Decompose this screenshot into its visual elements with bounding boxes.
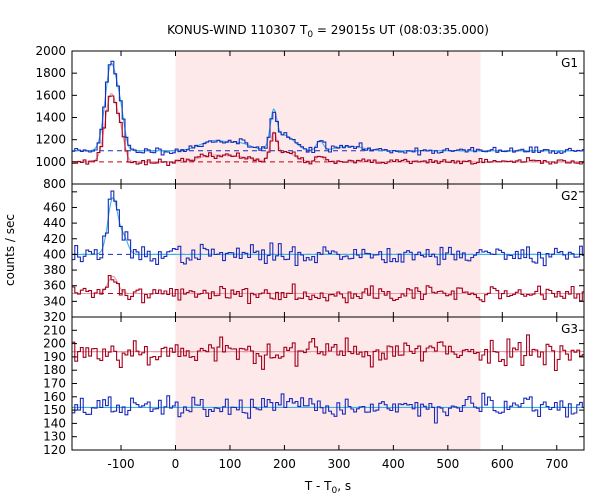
y-tick-label: 360 xyxy=(43,279,66,293)
y-tick-label: 1400 xyxy=(35,111,66,125)
panel-g1: 800 1000 1200 1400 1600 1800 2000 G1 xyxy=(35,44,585,191)
x-tick-label: 100 xyxy=(219,457,242,471)
light-curve-red xyxy=(72,334,584,372)
y-tick-label: 340 xyxy=(43,294,66,308)
y-tick-label: 190 xyxy=(43,350,66,364)
y-tick-label: 380 xyxy=(43,263,66,277)
x-tick-label: 700 xyxy=(545,457,568,471)
light-curve-red xyxy=(72,275,584,305)
x-axis-label-main: T - T xyxy=(304,479,332,493)
x-tick-label: -100 xyxy=(107,457,134,471)
y-tick-label: 170 xyxy=(43,377,66,391)
y-tick-label: 800 xyxy=(43,177,66,191)
x-tick-label: 300 xyxy=(327,457,350,471)
x-tick-label: 400 xyxy=(382,457,405,471)
chart-title-rest: = 29015s UT (08:03:35.000) xyxy=(313,23,489,37)
x-axis-label-rest: , s xyxy=(337,479,351,493)
y-axis-label: counts / sec xyxy=(3,214,17,286)
chart-title-main: KONUS-WIND 110307 T xyxy=(167,23,308,37)
panel-label: G1 xyxy=(561,56,578,70)
chart-title-sub: 0 xyxy=(307,30,313,40)
y-tick-label: 400 xyxy=(43,247,66,261)
y-tick-label: 1200 xyxy=(35,133,66,147)
light-curve-red xyxy=(72,95,584,166)
light-curve-blue xyxy=(72,392,584,424)
panel-label: G2 xyxy=(561,189,578,203)
y-tick-label: 130 xyxy=(43,430,66,444)
x-tick-label: 0 xyxy=(172,457,180,471)
y-tick-label: 1800 xyxy=(35,66,66,80)
y-tick-label: 120 xyxy=(43,443,66,457)
x-tick-label: 600 xyxy=(491,457,514,471)
chart-title: KONUS-WIND 110307 T0 = 29015s UT (08:03:… xyxy=(167,23,489,40)
y-tick-label: 140 xyxy=(43,416,66,430)
x-axis-label: T - T0, s xyxy=(304,479,351,496)
y-tick-label: 460 xyxy=(43,200,66,214)
y-tick-label: 320 xyxy=(43,310,66,324)
series-group xyxy=(72,190,584,305)
plot-area: 800100012001400160018002000G132034036038… xyxy=(35,44,585,471)
model-curve-blue xyxy=(72,196,584,255)
y-tick-label: 210 xyxy=(43,323,66,337)
x-axis-label-sub: 0 xyxy=(332,486,338,496)
panel-label: G3 xyxy=(561,322,578,336)
series-group xyxy=(72,334,584,424)
x-tick-label: 500 xyxy=(436,457,459,471)
y-tick-label: 420 xyxy=(43,232,66,246)
light-curve-blue xyxy=(72,190,584,267)
y-tick-label: 1600 xyxy=(35,88,66,102)
y-tick-label: 1000 xyxy=(35,155,66,169)
light-curve-blue xyxy=(72,60,584,156)
y-tick-label: 2000 xyxy=(35,44,66,58)
y-tick-label: 180 xyxy=(43,363,66,377)
series-group xyxy=(72,60,584,166)
y-tick-label: 150 xyxy=(43,403,66,417)
y-tick-label: 440 xyxy=(43,216,66,230)
y-tick-label: 200 xyxy=(43,337,66,351)
x-tick-label: 200 xyxy=(273,457,296,471)
y-tick-label: 160 xyxy=(43,390,66,404)
shaded-interval xyxy=(175,51,481,450)
